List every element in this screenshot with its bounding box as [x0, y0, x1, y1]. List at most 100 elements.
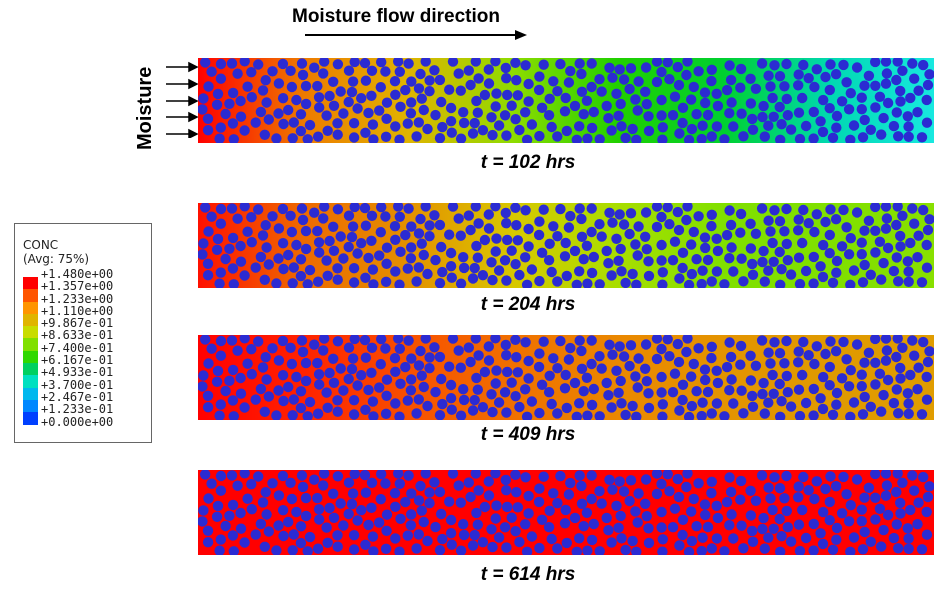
fibre [356, 93, 367, 104]
fibre [630, 239, 641, 250]
fibre [578, 386, 589, 397]
fibre [346, 86, 358, 98]
fibre [226, 58, 238, 69]
fibre [870, 470, 881, 480]
fibre [406, 353, 417, 364]
fibre [246, 212, 257, 223]
fibre [767, 504, 778, 516]
fibre [688, 493, 699, 505]
fibre [332, 204, 344, 215]
fibre [921, 529, 933, 540]
fibre [596, 86, 607, 97]
fibre [368, 411, 379, 420]
fibre [380, 131, 392, 142]
fibre [202, 525, 214, 536]
fibre [304, 396, 316, 408]
legend-swatch [23, 289, 38, 302]
fibre [574, 203, 585, 214]
color-scale [23, 277, 38, 425]
fibre [706, 276, 717, 287]
fibre [198, 104, 208, 115]
fibre [874, 368, 886, 379]
fibre [261, 242, 272, 253]
fibre [381, 390, 392, 401]
fibre [870, 247, 881, 258]
fibre [297, 214, 309, 226]
fibre [726, 509, 737, 520]
fibre [296, 203, 308, 214]
fibre [215, 267, 226, 278]
fibre [664, 219, 675, 230]
fibre [725, 486, 737, 498]
fibre [286, 81, 298, 93]
legend-tick: +4.933e-01 [41, 365, 114, 380]
fibre [763, 215, 774, 226]
fibre [304, 264, 316, 276]
fibre [322, 537, 333, 548]
fibre [559, 518, 571, 529]
fibre [673, 491, 685, 503]
legend-tick: +1.357e+00 [41, 279, 114, 294]
fibre [882, 242, 894, 254]
time-label-614: t = 614 hrs [480, 564, 576, 585]
fibre [603, 390, 614, 401]
fibre [724, 472, 735, 483]
fibre [321, 522, 332, 533]
panel-409 [198, 335, 934, 420]
fibre [683, 279, 695, 288]
fibre [521, 279, 533, 288]
fibre [393, 470, 404, 479]
fibre [630, 371, 641, 382]
fibre [793, 80, 804, 91]
fibre [578, 521, 589, 532]
fibre [471, 95, 482, 107]
fibre [686, 535, 698, 547]
fibre [501, 542, 512, 553]
fibre [726, 242, 737, 253]
fibre [818, 506, 829, 518]
fibre [309, 339, 320, 350]
fibre [574, 58, 585, 69]
fibre [857, 132, 869, 143]
fibre [903, 121, 914, 132]
fibre [895, 362, 906, 374]
fibre [815, 528, 826, 539]
fibre [200, 203, 211, 213]
fibre [924, 481, 934, 492]
fibre [434, 351, 446, 363]
fibre [471, 507, 482, 519]
fibre [581, 240, 593, 251]
fibre [745, 485, 756, 496]
fibre [876, 274, 887, 285]
fibre [870, 514, 881, 525]
fibre [793, 346, 804, 357]
fibre [611, 500, 622, 511]
fibre [514, 124, 525, 136]
fibre [198, 516, 208, 527]
fibre [200, 470, 211, 480]
fibre [735, 227, 746, 238]
fibre [296, 470, 308, 481]
fibre [319, 203, 330, 212]
fibre-cross-sections [198, 335, 934, 420]
fibre [203, 226, 214, 237]
fibre [922, 224, 934, 236]
fibre [523, 355, 534, 367]
fibre [582, 133, 593, 143]
fibre [735, 340, 747, 352]
fibre [845, 134, 856, 143]
fibre [851, 62, 863, 73]
fibre [620, 409, 631, 420]
fibre [366, 477, 378, 488]
fibre [824, 84, 835, 96]
fibre [651, 488, 663, 500]
fibre [759, 276, 770, 287]
fibre [774, 71, 786, 82]
fibre [543, 387, 555, 398]
fibre [921, 371, 932, 383]
fibre [486, 524, 497, 535]
fibre [640, 62, 652, 73]
fibre [825, 204, 836, 215]
fibre [487, 129, 498, 141]
fibre [255, 251, 267, 263]
